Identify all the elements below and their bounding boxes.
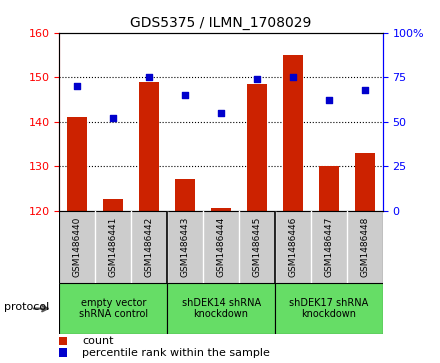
Title: GDS5375 / ILMN_1708029: GDS5375 / ILMN_1708029 [130,16,312,30]
Text: GSM1486442: GSM1486442 [145,217,154,277]
Point [361,87,368,93]
Text: shDEK14 shRNA
knockdown: shDEK14 shRNA knockdown [182,298,260,319]
Point [74,83,81,89]
Bar [283,55,303,211]
Text: GSM1486448: GSM1486448 [360,217,369,277]
Point [218,110,225,115]
Bar [167,283,275,334]
Text: protocol: protocol [4,302,50,312]
Text: percentile rank within the sample: percentile rank within the sample [82,347,270,358]
Text: empty vector
shRNA control: empty vector shRNA control [79,298,148,319]
Bar [275,283,383,334]
Text: GSM1486447: GSM1486447 [324,217,334,277]
Bar [247,84,267,211]
Point [146,74,153,80]
Bar [103,199,123,211]
Bar [175,179,195,211]
Point [182,92,189,98]
Point [253,76,260,82]
Text: GSM1486445: GSM1486445 [253,217,261,277]
Bar [355,153,375,211]
Text: GSM1486440: GSM1486440 [73,217,82,277]
Bar [59,337,67,346]
Point [290,74,297,80]
Text: shDEK17 shRNA
knockdown: shDEK17 shRNA knockdown [289,298,369,319]
Bar [67,117,87,211]
Text: GSM1486446: GSM1486446 [289,217,297,277]
Bar [59,283,167,334]
Bar [319,166,339,211]
Point [110,115,117,121]
Text: GSM1486441: GSM1486441 [109,217,118,277]
Point [326,97,333,103]
Text: GSM1486444: GSM1486444 [216,217,226,277]
Bar [59,348,67,357]
Text: GSM1486443: GSM1486443 [181,217,190,277]
Bar [139,82,159,211]
Text: count: count [82,336,114,346]
Bar [211,208,231,211]
